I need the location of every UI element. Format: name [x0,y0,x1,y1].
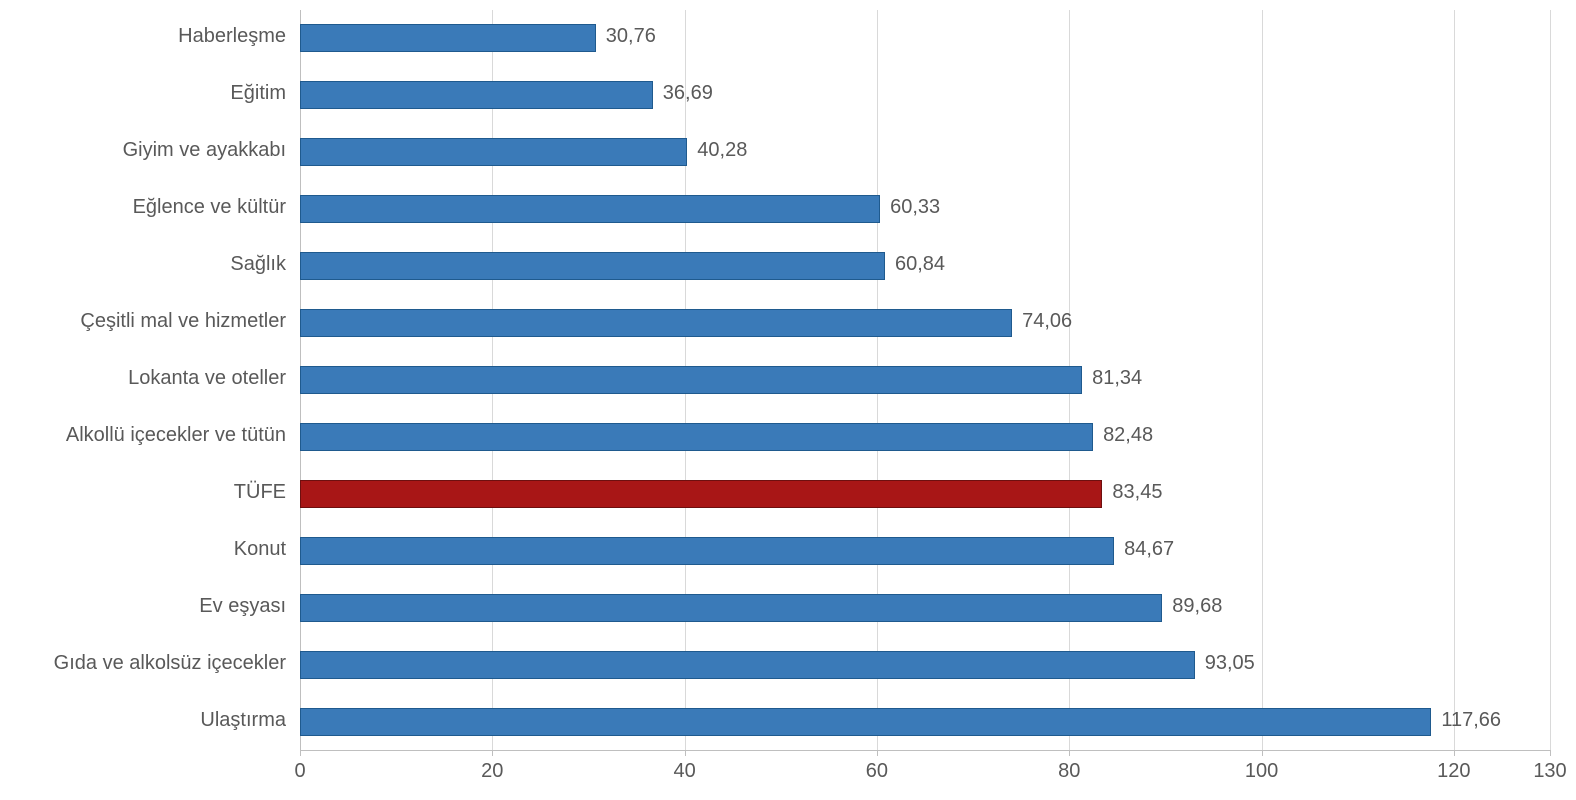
category-label: Eğitim [230,82,286,105]
value-label: 36,69 [663,82,713,105]
x-tick-label: 120 [1437,760,1470,783]
value-label: 74,06 [1022,310,1072,333]
gridline [1262,10,1263,750]
category-label: Çeşitli mal ve hizmetler [80,310,286,333]
x-axis-line [300,750,1550,751]
value-label: 30,76 [606,25,656,48]
x-tick [300,750,301,756]
bar [300,24,596,52]
chart-container: 0 20 40 60 80 100 120 130 Haberleşme 30,76 Eğitim 3… [0,0,1576,800]
category-label: TÜFE [234,481,286,504]
x-tick-label: 100 [1245,760,1278,783]
bar [300,708,1431,736]
category-label: Gıda ve alkolsüz içecekler [54,652,286,675]
x-tick [1262,750,1263,756]
value-label: 89,68 [1172,595,1222,618]
bar [300,195,880,223]
value-label: 117,66 [1441,709,1501,732]
x-tick-label: 20 [481,760,503,783]
x-tick-label: 60 [866,760,888,783]
category-label: Konut [234,538,286,561]
category-label: Ulaştırma [200,709,286,732]
value-label: 83,45 [1112,481,1162,504]
x-tick [492,750,493,756]
value-label: 82,48 [1103,424,1153,447]
category-label: Giyim ve ayakkabı [123,139,286,162]
bar [300,309,1012,337]
x-tick [1454,750,1455,756]
gridline [1454,10,1455,750]
plot-area [300,10,1550,750]
x-tick-label: 40 [673,760,695,783]
bar [300,366,1082,394]
bar [300,480,1102,508]
category-label: Ev eşyası [199,595,286,618]
category-label: Lokanta ve oteller [128,367,286,390]
gridline [1550,10,1551,750]
x-tick [1069,750,1070,756]
x-tick [1550,750,1551,756]
value-label: 40,28 [697,139,747,162]
bar [300,651,1195,679]
value-label: 84,67 [1124,538,1174,561]
category-label: Eğlence ve kültür [133,196,286,219]
category-label: Sağlık [230,253,286,276]
bar [300,537,1114,565]
category-label: Alkollü içecekler ve tütün [66,424,286,447]
value-label: 93,05 [1205,652,1255,675]
x-tick-label: 0 [294,760,305,783]
value-label: 60,84 [895,253,945,276]
bar [300,594,1162,622]
bar [300,252,885,280]
x-tick [877,750,878,756]
value-label: 81,34 [1092,367,1142,390]
bar [300,423,1093,451]
bar [300,138,687,166]
bar [300,81,653,109]
x-tick-label: 80 [1058,760,1080,783]
value-label: 60,33 [890,196,940,219]
category-label: Haberleşme [178,25,286,48]
x-tick [685,750,686,756]
x-tick-label: 130 [1533,760,1566,783]
